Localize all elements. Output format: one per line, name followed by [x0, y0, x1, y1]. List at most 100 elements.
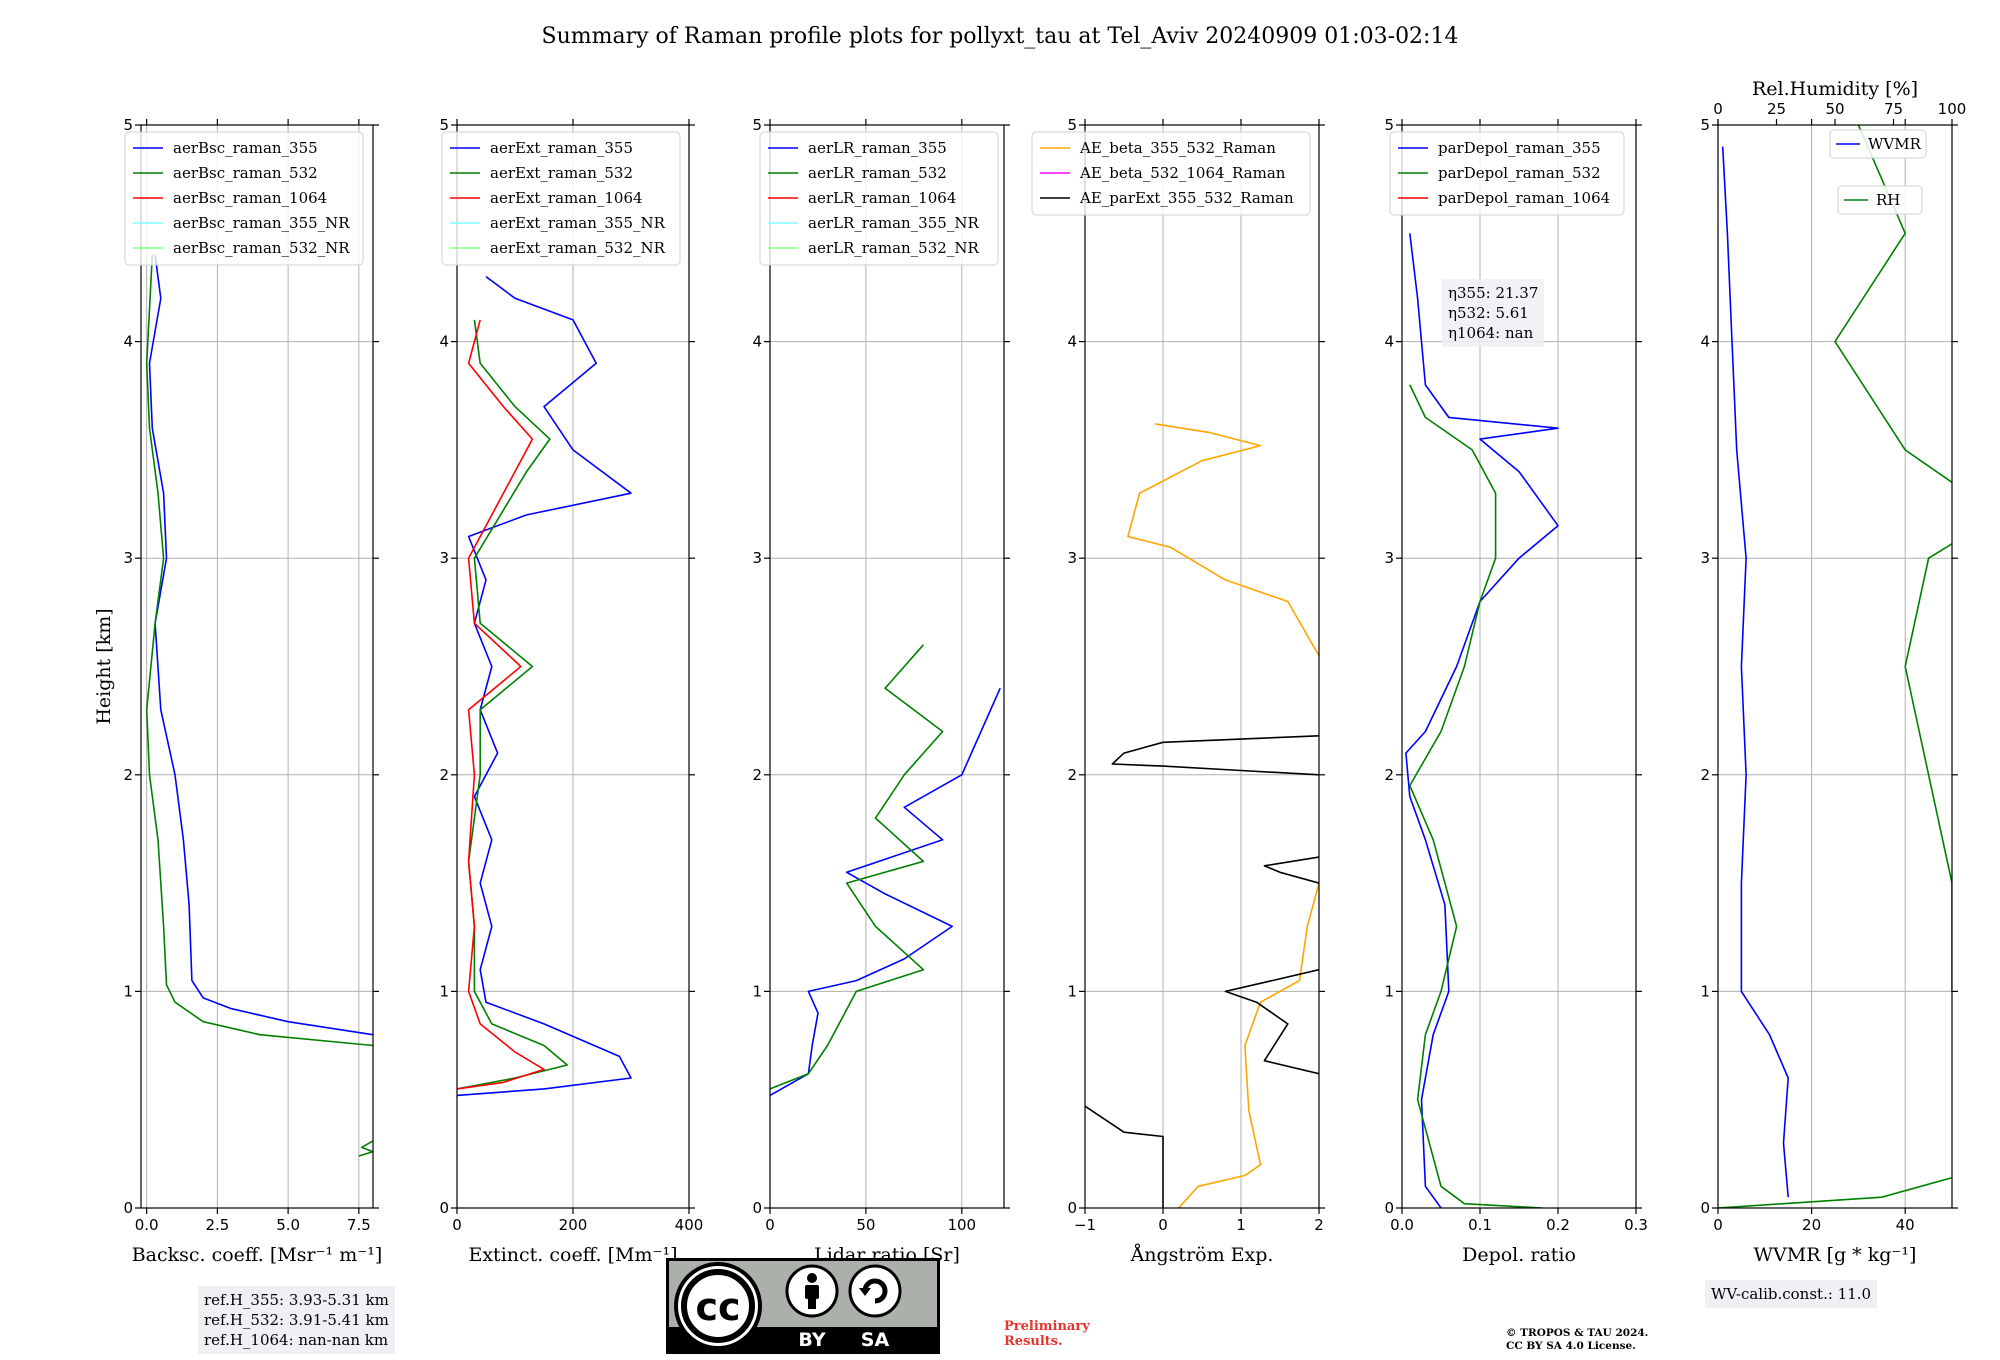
y-tick-label: 4 [1384, 333, 1394, 351]
x2-axis-label: Rel.Humidity [%] [1752, 78, 1918, 100]
eta-line-355: η355: 21.37 [1448, 284, 1539, 302]
legend-label: aerExt_raman_355_NR [490, 214, 666, 232]
copyright-line-1: © TROPOS & TAU 2024. [1506, 1327, 1649, 1339]
series-group [1085, 423, 1319, 1208]
series-AE_beta_355_532_Raman [1178, 882, 1319, 1208]
axes-frame [769, 124, 1005, 1209]
eta-line-532: η532: 5.61 [1448, 304, 1529, 322]
x-tick-label: 2 [1314, 1216, 1324, 1234]
axes-frame [1717, 124, 1953, 1209]
x-axis-label: Extinct. coeff. [Mm⁻¹] [468, 1244, 677, 1266]
series-parDepol_raman_532 [1409, 384, 1543, 1208]
x-tick-label: 1 [1236, 1216, 1246, 1234]
y-tick-label: 1 [439, 982, 449, 1000]
x2-tick-label: 75 [1884, 100, 1903, 118]
series-group [1718, 125, 1952, 1208]
y-tick-label: 3 [439, 549, 449, 567]
legend-label: aerExt_raman_355 [490, 139, 633, 157]
x-tick-label: 0 [452, 1216, 462, 1234]
x-tick-label: −1 [1074, 1216, 1096, 1234]
legend-label: parDepol_raman_1064 [1438, 189, 1610, 207]
series-aerBsc_raman_532_low [358, 1140, 373, 1157]
series-aerExt_raman_1064 [457, 319, 545, 1090]
series-group [145, 254, 373, 1157]
legend-label: aerLR_raman_532 [808, 164, 947, 182]
preliminary-line-2: Results. [1004, 1334, 1063, 1349]
y-axis-label: Height [km] [93, 608, 115, 724]
x-axis-label: Depol. ratio [1462, 1244, 1576, 1266]
y-tick-label: 4 [123, 333, 133, 351]
legend-label: aerBsc_raman_355 [173, 139, 318, 157]
sa-share-alike-icon [848, 1264, 902, 1318]
y-tick-label: 2 [752, 766, 762, 784]
legend-label: aerBsc_raman_355_NR [173, 214, 350, 232]
panel-6: 0 20 40 0 1 2 3 4 5 WVMR [g * kg⁻¹] 0 25 50 75 100 Rel.… [1700, 78, 1966, 1266]
legend-label: aerExt_raman_1064 [490, 189, 643, 207]
x-tick-label: 0.3 [1624, 1216, 1648, 1234]
y-tick-label: 4 [752, 333, 762, 351]
legend-label: AE_beta_355_532_Raman [1079, 139, 1276, 157]
y-tick-label: 2 [1700, 766, 1710, 784]
series-AE_parExt_355_532_Raman_mid [1224, 968, 1319, 1075]
y-tick-label: 0 [439, 1199, 449, 1217]
y-tick-label: 5 [1700, 116, 1710, 134]
x-tick-label: 5.0 [276, 1216, 300, 1234]
y-tick-label: 2 [1067, 766, 1077, 784]
x-tick-label: 0.2 [1546, 1216, 1570, 1234]
y-tick-label: 2 [439, 766, 449, 784]
ref-line-1064: ref.H_1064: nan-nan km [204, 1331, 389, 1349]
y-tick-label: 0 [752, 1199, 762, 1217]
legend-box [1829, 129, 1927, 159]
y-tick-label: 5 [123, 116, 133, 134]
y-tick-label: 3 [123, 549, 133, 567]
panel-2: 0 200 400 0 1 2 3 4 5 Extinct. coeff. [Mm⁻¹] aerEx… [439, 116, 703, 1266]
x-tick-label: 50 [856, 1216, 875, 1234]
legend-box [441, 131, 681, 266]
y-tick-label: 4 [439, 333, 449, 351]
series-aerExt_raman_532 [457, 319, 568, 1090]
legend-label: aerBsc_raman_532 [173, 164, 318, 182]
legend-label: parDepol_raman_355 [1438, 139, 1601, 157]
x-tick-label: 0 [1713, 1216, 1723, 1234]
legend-label: parDepol_raman_532 [1438, 164, 1601, 182]
legend-box [759, 131, 999, 266]
x-axis-label: Ångström Exp. [1130, 1244, 1274, 1266]
y-tick-label: 4 [1700, 333, 1710, 351]
axes-frame [1084, 124, 1320, 1209]
y-tick-label: 5 [1384, 116, 1394, 134]
x-tick-label: 200 [559, 1216, 588, 1234]
series-RH [1718, 125, 1952, 1208]
legend-label: RH [1876, 191, 1900, 209]
eta-box: η355: 21.37 η532: 5.61 η1064: nan [1442, 279, 1545, 347]
reference-height-box: ref.H_355: 3.93-5.31 km ref.H_532: 3.91-… [198, 1286, 395, 1354]
x-tick-label: 20 [1802, 1216, 1821, 1234]
ref-line-532: ref.H_532: 3.91-5.41 km [204, 1311, 389, 1329]
y-tick-label: 1 [752, 982, 762, 1000]
legend-label: aerLR_raman_532_NR [808, 239, 979, 257]
y-tick-label: 0 [1700, 1199, 1710, 1217]
y-tick-label: 4 [1067, 333, 1077, 351]
y-tick-label: 2 [1384, 766, 1394, 784]
panel-1: 0.0 2.5 5.0 7.5 0 1 2 3 4 5 Backsc. coeff. [Msr⁻¹ … [93, 116, 382, 1266]
x-tick-label: 2.5 [205, 1216, 229, 1234]
by-label: BY [798, 1329, 825, 1351]
series-aerLR_raman_355 [770, 687, 1001, 1097]
y-tick-label: 3 [1700, 549, 1710, 567]
x-tick-label: 400 [675, 1216, 704, 1234]
y-tick-label: 0 [1067, 1199, 1077, 1217]
series-AE_beta_355_532_Raman_upper [1127, 423, 1319, 657]
x2-tick-label: 0 [1713, 100, 1723, 118]
legend-box [124, 131, 364, 266]
legend-label: aerLR_raman_355 [808, 139, 947, 157]
eta-line-1064: η1064: nan [1448, 324, 1534, 342]
x-tick-label: 40 [1896, 1216, 1915, 1234]
series-AE_parExt_355_532_Raman [1085, 1105, 1164, 1208]
series-aerLR_raman_532 [770, 644, 944, 1090]
legend-label: aerLR_raman_1064 [808, 189, 956, 207]
legend-label: aerExt_raman_532_NR [490, 239, 666, 257]
legend-label: AE_beta_532_1064_Raman [1079, 164, 1286, 182]
x-tick-label: 0 [1158, 1216, 1168, 1234]
